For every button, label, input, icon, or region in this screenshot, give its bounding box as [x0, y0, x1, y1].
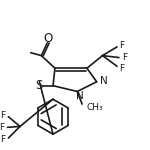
Text: N: N — [100, 76, 107, 86]
Text: F: F — [0, 123, 4, 132]
Text: S: S — [35, 79, 42, 92]
Text: F: F — [0, 111, 5, 120]
Text: CH₃: CH₃ — [87, 103, 104, 112]
Text: F: F — [119, 64, 124, 73]
Text: F: F — [122, 53, 127, 62]
Text: N: N — [76, 91, 84, 101]
Text: F: F — [119, 41, 124, 50]
Text: F: F — [0, 135, 5, 144]
Text: O: O — [44, 32, 53, 45]
